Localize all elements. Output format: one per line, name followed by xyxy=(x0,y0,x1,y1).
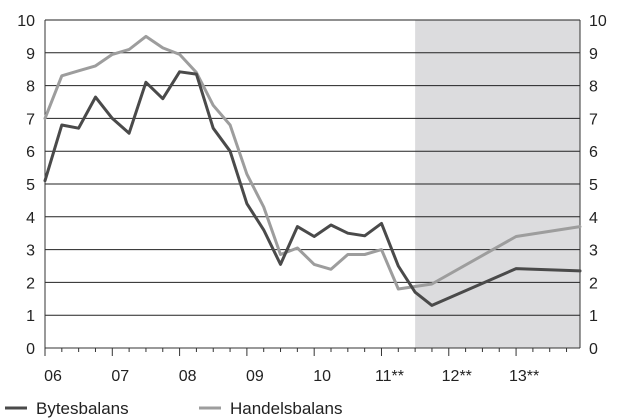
y-tick-label-left: 8 xyxy=(26,79,35,96)
legend-label: Bytesbalans xyxy=(36,399,129,418)
y-tick-label-left: 10 xyxy=(17,13,35,30)
y-tick-label-left: 0 xyxy=(26,341,35,358)
y-tick-label-right: 2 xyxy=(589,275,598,292)
y-tick-label-right: 9 xyxy=(589,46,598,63)
x-tick-label: 09 xyxy=(246,368,264,385)
legend-label: Handelsbalans xyxy=(230,399,342,418)
y-tick-label-left: 7 xyxy=(26,111,35,128)
gridlines xyxy=(45,19,580,316)
y-tick-label-right: 1 xyxy=(589,308,598,325)
y-tick-label-right: 7 xyxy=(589,111,598,128)
x-tick-label: 11** xyxy=(375,368,404,385)
x-tick-label: 13** xyxy=(509,368,539,385)
y-tick-label-right: 4 xyxy=(589,210,598,227)
y-tick-label-left: 1 xyxy=(26,308,35,325)
series-lines xyxy=(43,34,582,307)
y-tick-label-left: 9 xyxy=(26,46,35,63)
x-tick-labels: 06 07 08 09 10 11** 12** 13** xyxy=(44,368,539,385)
y-tick-label-right: 5 xyxy=(589,177,598,194)
y-tick-label-left: 6 xyxy=(26,144,35,161)
x-tick-label: 12** xyxy=(442,368,472,385)
x-tick-label: 08 xyxy=(179,368,197,385)
y-tick-label-right: 6 xyxy=(589,144,598,161)
y-tick-labels: 0 0 1 1 2 2 3 3 4 4 5 5 6 6 7 7 8 8 9 9 10 10 xyxy=(17,13,607,358)
series-line-handelsbalans xyxy=(43,34,582,291)
y-tick-label-right: 8 xyxy=(589,79,598,96)
y-tick-label-left: 2 xyxy=(26,275,35,292)
y-tick-label-right: 3 xyxy=(589,243,598,260)
y-tick-label-right: 0 xyxy=(589,341,598,358)
x-tick-label: 06 xyxy=(44,368,62,385)
y-tick-label-right: 10 xyxy=(589,13,607,30)
y-tick-label-left: 5 xyxy=(26,177,35,194)
legend: Bytesbalans Handelsbalans xyxy=(5,399,342,418)
y-tick-label-left: 3 xyxy=(26,243,35,260)
x-tick-marks xyxy=(44,348,568,356)
y-tick-label-left: 4 xyxy=(26,210,35,227)
x-tick-label: 10 xyxy=(313,368,331,385)
series-line-bytesbalans xyxy=(43,70,582,307)
x-tick-label: 07 xyxy=(111,368,129,385)
